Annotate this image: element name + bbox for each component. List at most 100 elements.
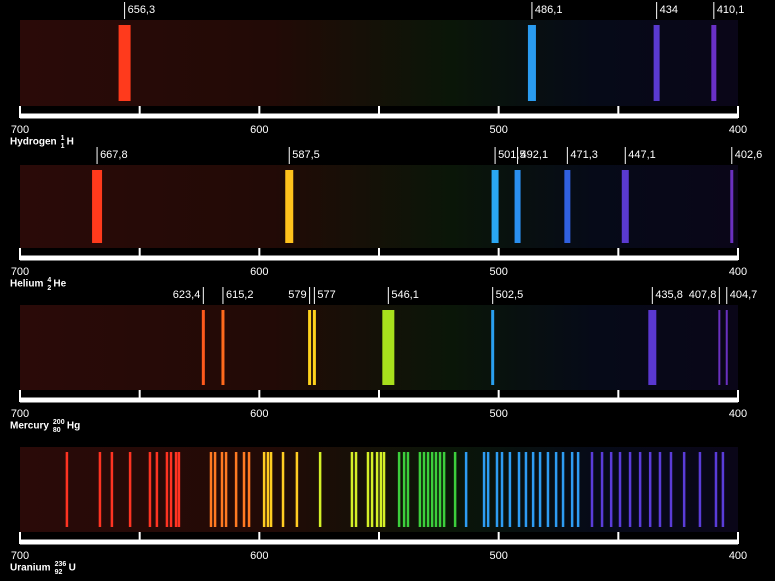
- emission-line: [531, 452, 535, 527]
- value-label: 434: [660, 4, 678, 16]
- emission-line: [379, 452, 383, 527]
- emission-line: [406, 452, 410, 527]
- emission-line: [370, 452, 374, 527]
- mass-number: 1: [61, 135, 65, 142]
- emission-line: [224, 452, 228, 527]
- emission-line: [350, 452, 354, 527]
- emission-line: [375, 452, 379, 527]
- emission-line: [658, 452, 662, 527]
- emission-line: [247, 452, 251, 527]
- value-label: 404,7: [730, 289, 758, 301]
- x-tick-label: 700: [11, 550, 29, 562]
- value-label: 492,1: [521, 149, 549, 161]
- emission-line: [653, 25, 660, 101]
- emission-line: [234, 452, 238, 527]
- atomic-number: 80: [53, 427, 61, 434]
- value-label: 486,1: [535, 4, 563, 16]
- emission-line: [682, 452, 686, 527]
- x-tick-label: 700: [11, 124, 29, 136]
- value-label: 587,5: [292, 149, 320, 161]
- emission-line: [92, 170, 103, 243]
- x-tick-label: 600: [250, 124, 268, 136]
- value-label: 667,8: [100, 149, 128, 161]
- spectrum-background: [20, 165, 738, 248]
- emission-line: [628, 452, 632, 527]
- element-symbol: U: [69, 563, 76, 574]
- emission-line: [148, 452, 152, 527]
- value-label: 623,4: [173, 289, 201, 301]
- element-name: Uranium: [10, 563, 51, 574]
- element-symbol: He: [53, 279, 66, 290]
- emission-line: [538, 452, 542, 527]
- emission-line: [366, 452, 370, 527]
- mass-number: 236: [55, 561, 67, 568]
- element-name: Mercury: [10, 421, 49, 432]
- emission-line: [266, 452, 270, 527]
- emission-line: [354, 452, 358, 527]
- value-label: 407,8: [689, 289, 717, 301]
- emission-line: [430, 452, 434, 527]
- emission-line: [110, 452, 114, 527]
- emission-line: [426, 452, 430, 527]
- value-label: 656,3: [128, 4, 156, 16]
- value-label: 471,3: [570, 149, 598, 161]
- value-label: 577: [317, 289, 335, 301]
- emission-line: [312, 310, 316, 385]
- emission-line: [508, 452, 512, 527]
- spectrum-background: [20, 447, 738, 532]
- emission-line: [434, 452, 438, 527]
- x-tick-label: 600: [250, 266, 268, 278]
- emission-line: [491, 170, 499, 243]
- value-label: 501,5: [498, 149, 526, 161]
- emission-line: [464, 452, 468, 527]
- x-tick-label: 600: [250, 408, 268, 420]
- emission-line: [554, 452, 558, 527]
- emission-line: [308, 310, 312, 385]
- emission-line: [382, 310, 395, 385]
- emission-line: [486, 452, 490, 527]
- emission-line: [564, 170, 571, 243]
- x-tick-label: 400: [729, 550, 747, 562]
- emission-line: [453, 452, 457, 527]
- emission-line: [262, 452, 266, 527]
- emission-line: [209, 452, 213, 527]
- emission-line: [618, 452, 622, 527]
- emission-line: [438, 452, 442, 527]
- x-tick-label: 700: [11, 408, 29, 420]
- emission-line: [221, 310, 225, 385]
- emission-line: [442, 452, 446, 527]
- emission-line: [648, 310, 657, 385]
- emission-line: [590, 452, 594, 527]
- emission-line: [600, 452, 604, 527]
- value-label: 502,5: [496, 289, 524, 301]
- x-tick-label: 500: [489, 550, 507, 562]
- emission-line: [118, 25, 131, 101]
- emission-line: [514, 170, 521, 243]
- element-symbol: Hg: [67, 421, 80, 432]
- emission-line: [269, 452, 273, 527]
- emission-line: [570, 452, 574, 527]
- value-label: 410,1: [717, 4, 745, 16]
- emission-line: [527, 25, 536, 101]
- emission-line: [517, 452, 521, 527]
- emission-line: [397, 452, 401, 527]
- emission-line: [213, 452, 217, 527]
- x-tick-label: 500: [489, 266, 507, 278]
- emission-line: [165, 452, 169, 527]
- value-label: 615,2: [226, 289, 254, 301]
- emission-line: [609, 452, 613, 527]
- emission-line: [500, 452, 504, 527]
- emission-line: [725, 310, 728, 385]
- emission-line: [128, 452, 132, 527]
- emission-line: [422, 452, 426, 527]
- emission-line: [491, 310, 495, 385]
- emission-line: [318, 452, 322, 527]
- emission-line: [576, 452, 580, 527]
- x-tick-label: 600: [250, 550, 268, 562]
- emission-line: [201, 310, 205, 385]
- emission-line: [621, 170, 629, 243]
- emission-line: [177, 452, 181, 527]
- emission-line: [174, 452, 178, 527]
- spectrum-background: [20, 20, 738, 106]
